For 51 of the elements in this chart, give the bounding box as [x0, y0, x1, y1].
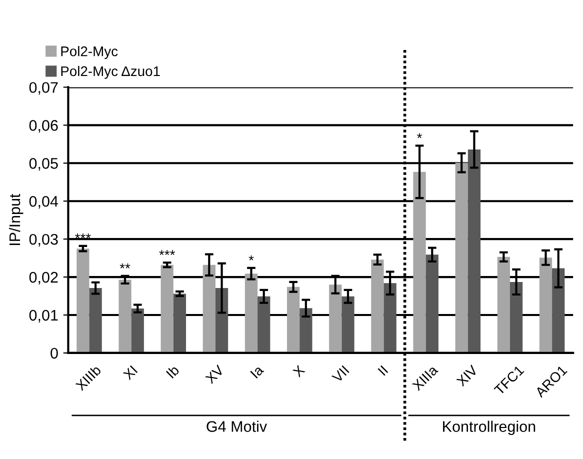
bar — [300, 308, 312, 353]
bar — [258, 296, 270, 353]
y-tick-label: 0,02 — [29, 272, 58, 285]
legend-label: Pol2-Myc — [61, 46, 118, 59]
y-tick-label: 0,01 — [29, 310, 58, 322]
x-tick-label: II — [378, 365, 388, 376]
x-tick-label: XIIIb — [74, 364, 102, 392]
y-axis-title: IP/Input — [8, 194, 24, 246]
x-tick-label: Ib — [166, 364, 180, 379]
text: Kontrollregion — [443, 420, 536, 435]
annotation: *** — [159, 250, 175, 256]
x-tick-label: XIV — [456, 364, 478, 387]
y-tick-label: 0,06 — [29, 120, 58, 133]
bar — [426, 254, 438, 353]
bar — [76, 248, 90, 353]
bar — [202, 264, 216, 353]
legend-label: Pol2-Myc Δzuo1 — [61, 66, 160, 79]
bar — [539, 258, 552, 353]
bar — [89, 288, 102, 353]
bar — [455, 162, 468, 353]
bar — [371, 260, 384, 353]
y-tick-label: 0 — [50, 348, 58, 359]
y-tick-label: 0,05 — [29, 158, 58, 171]
bar — [329, 284, 342, 353]
y-tick-label: 0,04 — [29, 196, 58, 209]
annotation: ** — [120, 263, 130, 268]
annotation: * — [417, 133, 422, 138]
bar — [510, 282, 523, 353]
x-tick-label: XI — [122, 365, 138, 380]
text: G4 Motiv — [206, 420, 268, 432]
annotation: * — [248, 255, 254, 260]
bar — [286, 286, 300, 353]
y-tick-label: 0,07 — [29, 82, 58, 95]
bar — [552, 268, 565, 353]
bar — [497, 256, 510, 353]
x-tick-label: XIIIa — [412, 364, 439, 392]
bar — [173, 294, 186, 353]
x-tick-label: Ia — [250, 364, 264, 379]
bar — [118, 280, 132, 353]
x-tick-label: XV — [204, 364, 225, 384]
bar — [131, 308, 144, 353]
bar — [413, 172, 426, 353]
bar — [384, 283, 396, 353]
x-tick-label: VII — [332, 365, 350, 384]
x-tick-label: X — [292, 364, 306, 378]
bar — [468, 149, 481, 353]
bar — [160, 264, 174, 353]
bar — [244, 274, 258, 353]
y-tick-label: 0,03 — [29, 234, 58, 247]
bar — [342, 296, 354, 353]
annotation: *** — [75, 233, 91, 238]
